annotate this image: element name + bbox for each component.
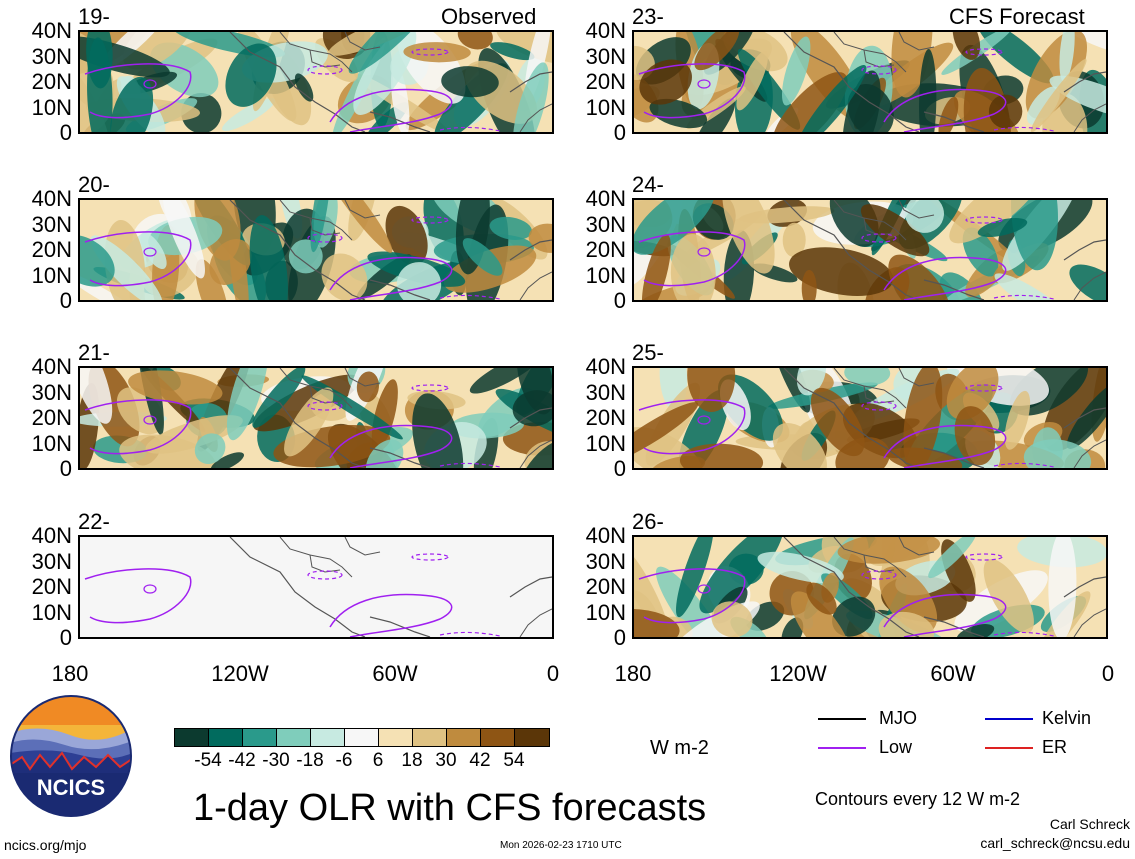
ncics-url[interactable]: ncics.org/mjo bbox=[4, 837, 87, 853]
author-email[interactable]: carl_schreck@ncsu.edu bbox=[980, 835, 1130, 851]
y-tick-label: 40N bbox=[585, 186, 626, 211]
olr-map bbox=[78, 366, 554, 470]
colorbar-label: 54 bbox=[503, 750, 525, 771]
x-tick-right-180: 180 bbox=[614, 661, 652, 686]
x-tick-left-60w: 60W bbox=[372, 661, 418, 686]
olr-map bbox=[78, 30, 554, 134]
y-tick-label: 10N bbox=[585, 430, 626, 456]
y-tick-label: 40N bbox=[585, 354, 626, 379]
legend-kelvin-label: Kelvin bbox=[1042, 708, 1092, 728]
observed-header: Observed bbox=[441, 4, 537, 29]
colorbar-label: -42 bbox=[228, 750, 256, 771]
y-tick-label: 0 bbox=[59, 120, 72, 145]
ncics-logo-icon: NCICS bbox=[10, 695, 132, 817]
colorbar-label: 42 bbox=[469, 750, 491, 771]
colorbar-label: -18 bbox=[296, 750, 324, 771]
colorbar-units: W m-2 bbox=[650, 737, 709, 759]
y-tick-label: 30N bbox=[585, 548, 626, 574]
y-tick-label: 40N bbox=[31, 186, 72, 211]
y-tick-label: 20N bbox=[31, 237, 72, 262]
y-tick-label: 30N bbox=[31, 379, 72, 405]
contour-note: Contours every 12 W m-2 bbox=[815, 789, 1021, 809]
y-tick-label: 30N bbox=[585, 211, 626, 237]
olr-map bbox=[632, 535, 1108, 639]
y-tick-label: 20N bbox=[31, 405, 72, 430]
y-tick-label: 10N bbox=[585, 262, 626, 288]
y-tick-label: 40N bbox=[31, 354, 72, 379]
y-tick-label: 20N bbox=[585, 405, 626, 430]
colorbar-label: -6 bbox=[335, 750, 353, 771]
colorbar-swatch bbox=[175, 729, 209, 746]
colorbar bbox=[174, 728, 550, 747]
y-tick-label: 20N bbox=[31, 69, 72, 94]
y-tick-label: 10N bbox=[31, 430, 72, 456]
y-tick-label: 10N bbox=[31, 262, 72, 288]
timestamp: Mon 2026-02-23 1710 UTC bbox=[500, 840, 622, 851]
legend-kelvin-line bbox=[985, 718, 1033, 720]
colorbar-label: 30 bbox=[435, 750, 457, 771]
main-title: 1-day OLR with CFS forecasts bbox=[193, 787, 707, 829]
y-tick-label: 0 bbox=[613, 120, 626, 145]
x-tick-right-120w: 120W bbox=[769, 661, 827, 686]
colorbar-swatch bbox=[379, 729, 413, 746]
y-tick-label: 20N bbox=[31, 574, 72, 599]
colorbar-swatch bbox=[243, 729, 277, 746]
y-tick-label: 30N bbox=[585, 379, 626, 405]
olr-map bbox=[632, 366, 1108, 470]
y-tick-label: 30N bbox=[31, 211, 72, 237]
y-tick-label: 0 bbox=[59, 625, 72, 650]
legend-low-line bbox=[818, 747, 866, 749]
olr-map bbox=[632, 198, 1108, 302]
olr-map bbox=[632, 30, 1108, 134]
legend-low-label: Low bbox=[879, 737, 913, 757]
colorbar-swatch bbox=[277, 729, 311, 746]
y-tick-label: 20N bbox=[585, 237, 626, 262]
x-tick-right-0: 0 bbox=[1101, 661, 1115, 686]
y-tick-label: 30N bbox=[31, 43, 72, 69]
colorbar-label: 18 bbox=[401, 750, 423, 771]
y-tick-label: 10N bbox=[31, 94, 72, 120]
colorbar-swatch bbox=[447, 729, 481, 746]
y-tick-label: 0 bbox=[613, 456, 626, 481]
x-tick-left-120w: 120W bbox=[211, 661, 269, 686]
y-tick-label: 40N bbox=[585, 523, 626, 548]
y-tick-label: 0 bbox=[59, 288, 72, 313]
legend-mjo-line bbox=[818, 718, 866, 720]
y-tick-label: 40N bbox=[585, 18, 626, 43]
y-tick-label: 40N bbox=[31, 523, 72, 548]
colorbar-swatch bbox=[515, 729, 549, 746]
colorbar-swatch bbox=[481, 729, 515, 746]
y-tick-label: 10N bbox=[31, 599, 72, 625]
cfs-forecast-header: CFS Forecast bbox=[949, 4, 1085, 29]
x-tick-left-0: 0 bbox=[546, 661, 560, 686]
y-tick-label: 0 bbox=[59, 456, 72, 481]
y-tick-label: 20N bbox=[585, 574, 626, 599]
logo-text: NCICS bbox=[37, 775, 105, 800]
colorbar-label: -54 bbox=[194, 750, 222, 771]
colorbar-swatch bbox=[413, 729, 447, 746]
y-tick-label: 20N bbox=[585, 69, 626, 94]
colorbar-swatch bbox=[345, 729, 379, 746]
olr-map bbox=[78, 198, 554, 302]
x-tick-right-60w: 60W bbox=[930, 661, 976, 686]
legend-er-line bbox=[985, 747, 1033, 749]
legend-er-label: ER bbox=[1042, 737, 1068, 757]
y-tick-label: 10N bbox=[585, 599, 626, 625]
ncics-logo: NCICS bbox=[10, 695, 132, 817]
colorbar-swatch bbox=[311, 729, 345, 746]
colorbar-swatch bbox=[209, 729, 243, 746]
legend-mjo-label: MJO bbox=[879, 708, 917, 728]
y-tick-label: 30N bbox=[585, 43, 626, 69]
olr-map bbox=[78, 535, 554, 639]
colorbar-label: 6 bbox=[372, 750, 384, 771]
author-name: Carl Schreck bbox=[1049, 816, 1130, 832]
y-tick-label: 30N bbox=[31, 548, 72, 574]
x-tick-left-180: 180 bbox=[51, 661, 89, 686]
y-tick-label: 10N bbox=[585, 94, 626, 120]
y-tick-label: 0 bbox=[613, 625, 626, 650]
colorbar-label: -30 bbox=[262, 750, 290, 771]
y-tick-label: 40N bbox=[31, 18, 72, 43]
y-tick-label: 0 bbox=[613, 288, 626, 313]
